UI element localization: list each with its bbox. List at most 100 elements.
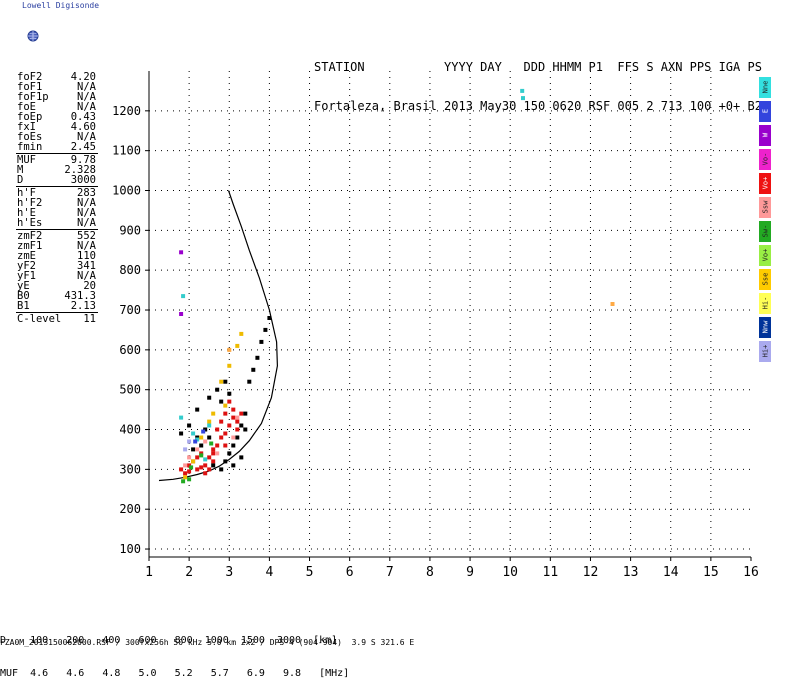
param-value: 283: [77, 187, 96, 199]
y-tick-label: 1100: [112, 144, 141, 158]
echo-point: [193, 439, 198, 444]
echo-point: [207, 395, 212, 400]
param-label: h'E: [17, 207, 36, 219]
param-row: MUF 9.78: [0, 155, 100, 166]
y-tick-label: 900: [119, 223, 141, 237]
echo-point: [259, 339, 264, 344]
header-values: Fortaleza, Brasil 2013 May30 150 0620 RS…: [314, 99, 762, 113]
param-label: M: [17, 164, 24, 176]
param-row: C-level 11: [0, 313, 100, 325]
x-tick-label: 10: [502, 565, 518, 580]
echo-point: [191, 431, 196, 436]
x-tick-label: 16: [743, 565, 759, 580]
legend-label: E: [761, 108, 769, 114]
y-tick-label: 300: [119, 462, 141, 476]
param-label: fmin: [17, 141, 43, 153]
param-label: B1: [17, 300, 30, 312]
echo-point: [227, 363, 232, 368]
param-value: 3000: [70, 174, 96, 186]
param-label: foE: [17, 101, 36, 113]
param-row: yE 20: [0, 281, 100, 292]
param-row: foF2 4.20: [0, 72, 100, 83]
param-label: foF1: [17, 81, 43, 93]
echo-point: [191, 459, 196, 464]
y-tick-label: 200: [119, 502, 141, 516]
param-value: N/A: [77, 240, 96, 252]
y-tick-label: 600: [119, 343, 141, 357]
param-value: N/A: [77, 207, 96, 219]
echo-point: [227, 423, 232, 428]
params-separator: [0, 185, 100, 188]
echo-point: [207, 455, 212, 460]
echo-point: [231, 463, 236, 468]
echo-point: [203, 463, 208, 468]
param-label: foF1p: [17, 91, 49, 103]
y-tick-label: 1000: [112, 184, 141, 198]
param-row: h'Es N/A: [0, 218, 100, 229]
echo-point: [183, 447, 188, 452]
legend-swatch: Vo+: [759, 245, 771, 266]
echo-point: [203, 439, 208, 444]
echo-point: [183, 463, 188, 468]
y-tick-label: 500: [119, 383, 141, 397]
param-row: foF1 N/A: [0, 81, 100, 93]
echo-point: [179, 431, 184, 436]
param-label: h'F2: [17, 197, 43, 209]
params-separator: [0, 152, 100, 155]
y-tick-label: 400: [119, 423, 141, 437]
param-row: foEp 0.43: [0, 111, 100, 123]
param-label: zmF1: [17, 240, 43, 252]
echo-point: [215, 387, 220, 392]
params-separator: [0, 228, 100, 231]
echo-point: [223, 411, 228, 416]
echo-point: [227, 391, 232, 396]
echo-point: [203, 471, 208, 476]
echo-point: [215, 451, 220, 456]
echo-point: [227, 347, 232, 352]
param-row: M 2.328: [0, 164, 100, 176]
echo-point: [183, 471, 188, 476]
echo-point: [183, 475, 188, 480]
echo-point: [227, 451, 232, 456]
echo-point: [189, 465, 194, 470]
param-label: fxI: [17, 121, 36, 133]
echo-point: [199, 453, 204, 458]
echo-point: [179, 467, 184, 472]
param-label: h'F: [17, 187, 36, 199]
param-row: h'F 283: [0, 187, 100, 199]
echo-point: [181, 294, 186, 299]
param-value: 552: [77, 230, 96, 242]
echo-point: [195, 447, 200, 452]
echo-point: [211, 463, 216, 468]
param-row: foF1p N/A: [0, 91, 100, 103]
echo-point: [239, 455, 244, 460]
echo-point: [267, 316, 272, 320]
param-label: C-level: [17, 313, 62, 325]
x-tick-label: 7: [386, 565, 394, 580]
echo-point: [199, 443, 204, 448]
echo-point: [215, 427, 220, 432]
echo-point: [191, 447, 196, 452]
x-tick-label: 6: [346, 565, 354, 580]
echo-point: [247, 379, 252, 384]
legend-label: Nne: [761, 80, 769, 94]
echo-point: [223, 443, 228, 448]
x-tick-label: 4: [265, 565, 273, 580]
x-tick-label: 8: [426, 565, 434, 580]
logo-text: Lowell Digisonde: [22, 1, 100, 10]
legend-swatch: E: [759, 101, 771, 122]
param-value: 0.43: [70, 111, 96, 123]
echo-point: [235, 415, 240, 420]
echo-point: [239, 423, 244, 428]
echo-point: [219, 467, 224, 472]
param-row: fmin 2.45: [0, 141, 100, 153]
echo-point: [235, 343, 240, 348]
echo-point: [211, 451, 216, 456]
param-label: B0: [17, 290, 30, 302]
legend-swatch: W: [759, 125, 771, 146]
param-row: B1 2.13: [0, 300, 100, 312]
echo-point: [195, 467, 200, 472]
echo-point: [211, 447, 216, 452]
param-value: N/A: [77, 270, 96, 282]
echo-point: [231, 415, 236, 420]
